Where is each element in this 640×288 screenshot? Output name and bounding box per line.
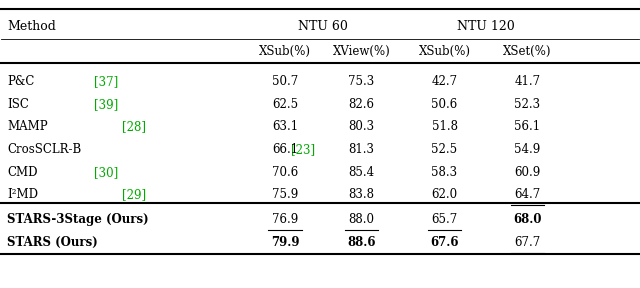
Text: NTU 60: NTU 60 [298, 20, 348, 33]
Text: [23]: [23] [291, 143, 316, 156]
Text: 58.3: 58.3 [431, 166, 458, 179]
Text: 66.1: 66.1 [272, 143, 298, 156]
Text: [30]: [30] [93, 166, 118, 179]
Text: 75.3: 75.3 [348, 75, 374, 88]
Text: 52.5: 52.5 [431, 143, 458, 156]
Text: 82.6: 82.6 [349, 98, 374, 111]
Text: 52.3: 52.3 [515, 98, 541, 111]
Text: 79.9: 79.9 [271, 236, 299, 249]
Text: 88.0: 88.0 [349, 213, 374, 226]
Text: 68.0: 68.0 [513, 213, 542, 226]
Text: 63.1: 63.1 [272, 120, 298, 133]
Text: MAMP: MAMP [7, 120, 48, 133]
Text: STARS (Ours): STARS (Ours) [7, 236, 98, 249]
Text: 67.6: 67.6 [430, 236, 459, 249]
Text: 50.6: 50.6 [431, 98, 458, 111]
Text: STARS-3Stage (Ours): STARS-3Stage (Ours) [7, 213, 148, 226]
Text: 54.9: 54.9 [515, 143, 541, 156]
Text: 50.7: 50.7 [272, 75, 298, 88]
Text: 81.3: 81.3 [349, 143, 374, 156]
Text: 41.7: 41.7 [515, 75, 541, 88]
Text: XSub(%): XSub(%) [259, 45, 311, 58]
Text: [39]: [39] [93, 98, 118, 111]
Text: 85.4: 85.4 [348, 166, 374, 179]
Text: 60.9: 60.9 [515, 166, 541, 179]
Text: 70.6: 70.6 [272, 166, 298, 179]
Text: XView(%): XView(%) [333, 45, 390, 58]
Text: 80.3: 80.3 [348, 120, 374, 133]
Text: 76.9: 76.9 [272, 213, 298, 226]
Text: 64.7: 64.7 [515, 188, 541, 201]
Text: [29]: [29] [122, 188, 146, 201]
Text: CMD: CMD [7, 166, 38, 179]
Text: 67.7: 67.7 [515, 236, 541, 249]
Text: 83.8: 83.8 [349, 188, 374, 201]
Text: [37]: [37] [93, 75, 118, 88]
Text: 75.9: 75.9 [272, 188, 298, 201]
Text: 62.0: 62.0 [431, 188, 458, 201]
Text: XSub(%): XSub(%) [419, 45, 470, 58]
Text: ISC: ISC [7, 98, 29, 111]
Text: 51.8: 51.8 [431, 120, 458, 133]
Text: 62.5: 62.5 [272, 98, 298, 111]
Text: 42.7: 42.7 [431, 75, 458, 88]
Text: 65.7: 65.7 [431, 213, 458, 226]
Text: Method: Method [7, 20, 56, 33]
Text: [28]: [28] [122, 120, 146, 133]
Text: 56.1: 56.1 [515, 120, 541, 133]
Text: NTU 120: NTU 120 [457, 20, 515, 33]
Text: I²MD: I²MD [7, 188, 38, 201]
Text: 88.6: 88.6 [348, 236, 376, 249]
Text: CrosSCLR-B: CrosSCLR-B [7, 143, 81, 156]
Text: P&C: P&C [7, 75, 35, 88]
Text: XSet(%): XSet(%) [503, 45, 552, 58]
